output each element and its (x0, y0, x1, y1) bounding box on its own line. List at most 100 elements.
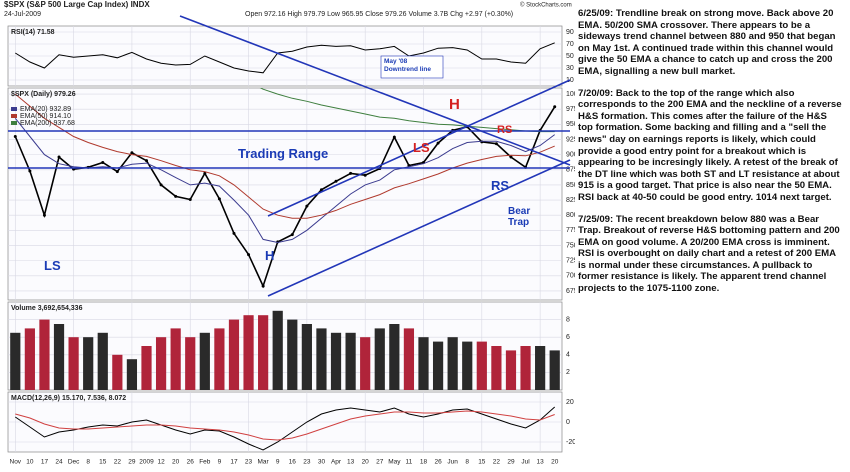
x-tick-label: Jul (521, 459, 530, 466)
y-tick-label: 90 (566, 29, 574, 36)
y-tick-label: -20 (566, 439, 575, 446)
x-tick-label: 2009 (139, 459, 154, 466)
y-tick-label: 775 (566, 227, 575, 234)
volume-bar (126, 359, 138, 390)
y-tick-label: 950 (566, 121, 575, 128)
legend-swatch (11, 121, 17, 125)
x-tick-label: 30 (318, 459, 326, 466)
close-point (305, 204, 309, 208)
x-tick-label: 11 (406, 459, 413, 466)
y-tick-label: 30 (566, 65, 574, 72)
volume-bar (505, 350, 517, 390)
volume-bar (97, 332, 108, 390)
x-tick-label: Dec (68, 459, 80, 466)
symbol: $SPX (S&P 500 Large Cap Index) INDX (4, 0, 150, 9)
y-tick-label: 725 (566, 257, 575, 264)
close-point (319, 188, 323, 192)
annotation: H (449, 96, 460, 113)
x-tick-label: 27 (376, 459, 384, 466)
note: 7/25/09: The recent breakdown below 880 … (578, 213, 840, 295)
close-point (203, 171, 207, 175)
x-tick-label: Apr (331, 459, 342, 466)
y-tick-label: 825 (566, 197, 575, 204)
volume-bar (155, 337, 167, 390)
close-point (28, 169, 32, 173)
annotation: LS (44, 258, 61, 273)
volume-bar (272, 310, 283, 390)
close-point (524, 165, 528, 169)
x-tick-label: 9 (218, 459, 222, 466)
x-tick-label: 20 (551, 459, 559, 466)
annotation: Bear Trap (508, 206, 531, 228)
chart: $SPX (S&P 500 Large Cap Index) INDX 24-J… (4, 0, 575, 466)
legend-swatch (11, 107, 17, 111)
x-tick-label: 22 (493, 459, 501, 466)
close-point (188, 197, 192, 201)
close-point (115, 170, 119, 174)
x-tick-label: 20 (362, 459, 370, 466)
x-tick-label: 10 (26, 459, 34, 466)
x-tick-label: 13 (347, 459, 355, 466)
x-tick-label: May (388, 459, 401, 466)
plot (8, 302, 562, 390)
volume-bar (214, 328, 225, 390)
volume-bar (228, 319, 240, 390)
volume-bar (68, 337, 79, 390)
panel-title: RSI(14) 71.58 (11, 29, 55, 36)
y-tick-label: 850 (566, 182, 575, 189)
y-tick-label: 2 (566, 369, 570, 376)
annotation: RS (491, 178, 510, 193)
y-tick-label: 0 (566, 419, 570, 426)
series-line (15, 410, 555, 441)
y-tick-label: 750 (566, 242, 575, 249)
close-point (553, 105, 557, 109)
x-tick-label: 18 (420, 459, 428, 466)
close-point (130, 151, 134, 155)
series-line (15, 406, 556, 451)
y-tick-label: 70 (566, 41, 574, 48)
close-point (232, 231, 236, 235)
volume-bar (185, 337, 196, 390)
panel-title: MACD(12,26,9) 15.170, 7.536, 8.072 (11, 395, 126, 402)
x-tick-label: Nov (10, 459, 22, 466)
y-tick-label: 875 (566, 167, 575, 174)
volume-bar (432, 341, 444, 390)
close-point (13, 134, 17, 138)
volume-bar (462, 341, 473, 390)
close-point (174, 194, 178, 198)
x-tick-label: Jun (447, 459, 458, 466)
legend-label: EMA(50) 914.10 (20, 113, 71, 120)
close-point (378, 167, 382, 171)
annotation: Trading Range (238, 146, 329, 161)
plot (8, 392, 562, 452)
volume-bar (53, 324, 65, 390)
x-tick-label: 26 (434, 459, 442, 466)
x-tick-label: 9 (276, 459, 280, 466)
close-point (509, 155, 513, 159)
x-tick-label: 16 (289, 459, 297, 466)
volume-bar (549, 350, 560, 390)
x-tick-label: 8 (86, 459, 90, 466)
volume-bar (243, 315, 254, 390)
y-tick-label: 900 (566, 151, 575, 158)
annotation: LS (413, 140, 430, 155)
volume-bar (345, 332, 356, 390)
x-tick-label: 24 (55, 459, 63, 466)
y-tick-label: 6 (566, 334, 570, 341)
volume-bar (170, 328, 181, 390)
volume-bar (535, 346, 546, 390)
volume-bar (476, 341, 487, 390)
volume-bar (112, 354, 123, 390)
volume-bar (418, 337, 429, 390)
volume-bar (301, 324, 312, 390)
x-tick-label: 26 (187, 459, 195, 466)
x-tick-label: 29 (507, 459, 515, 466)
annotation: May '08 Downtrend line (384, 58, 431, 73)
x-tick-label: 13 (537, 459, 545, 466)
volume-bar (199, 332, 210, 390)
close-point (261, 284, 265, 288)
x-tick-label: 22 (114, 459, 122, 466)
x-tick-label: Mar (258, 459, 270, 466)
x-tick-label: 29 (128, 459, 136, 466)
